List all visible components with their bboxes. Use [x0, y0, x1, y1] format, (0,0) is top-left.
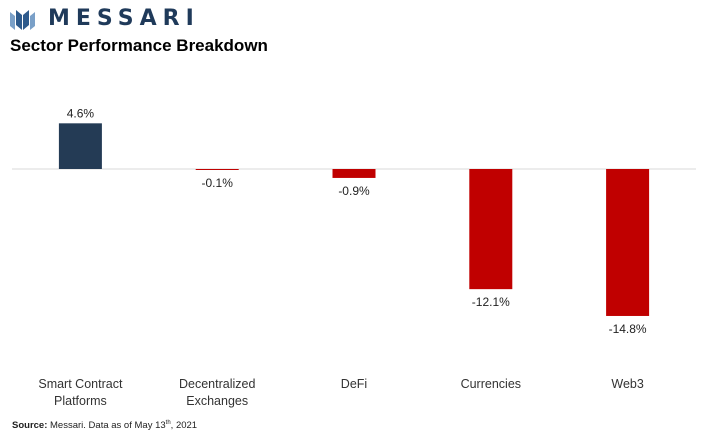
data-label-2: -0.9%: [338, 184, 370, 198]
bar-2: [332, 169, 376, 178]
bars-group: [58, 123, 650, 316]
data-label-3: -12.1%: [472, 295, 510, 309]
data-labels-group: 4.6% -0.1% -0.9% -12.1% -14.8%: [67, 106, 647, 336]
data-label-1: -0.1%: [202, 176, 234, 190]
source-footnote: Source: Messari. Data as of May 13th, 20…: [12, 420, 197, 431]
source-label: Source:: [12, 420, 48, 432]
bar-3: [469, 169, 513, 290]
category-label-3-line-0: Currencies: [461, 377, 521, 391]
ordinal-suffix: th: [165, 420, 171, 426]
brand-name: MESSARI: [48, 6, 200, 31]
bar-1: [195, 169, 239, 170]
category-label-1-line-1: Exchanges: [186, 394, 248, 408]
category-label-1-line-0: Decentralized: [179, 377, 255, 391]
messari-logo-icon: [10, 10, 35, 30]
category-label-0-line-0: Smart Contract: [38, 377, 123, 391]
brand-header: MESSARI: [10, 6, 200, 32]
bar-4: [606, 169, 650, 316]
source-text: Messari. Data as of May 13: [50, 420, 166, 432]
data-label-4: -14.8%: [609, 322, 647, 336]
data-label-0: 4.6%: [67, 106, 95, 120]
source-year: , 2021: [170, 420, 198, 432]
category-label-2-line-0: DeFi: [341, 377, 367, 391]
category-label-4-line-0: Web3: [611, 377, 643, 391]
chart-title: Sector Performance Breakdown: [10, 36, 268, 55]
bar-0: [58, 123, 102, 169]
category-labels-group: Smart Contract Platforms Decentralized Exch…: [38, 377, 643, 408]
category-label-0-line-1: Platforms: [54, 394, 107, 408]
